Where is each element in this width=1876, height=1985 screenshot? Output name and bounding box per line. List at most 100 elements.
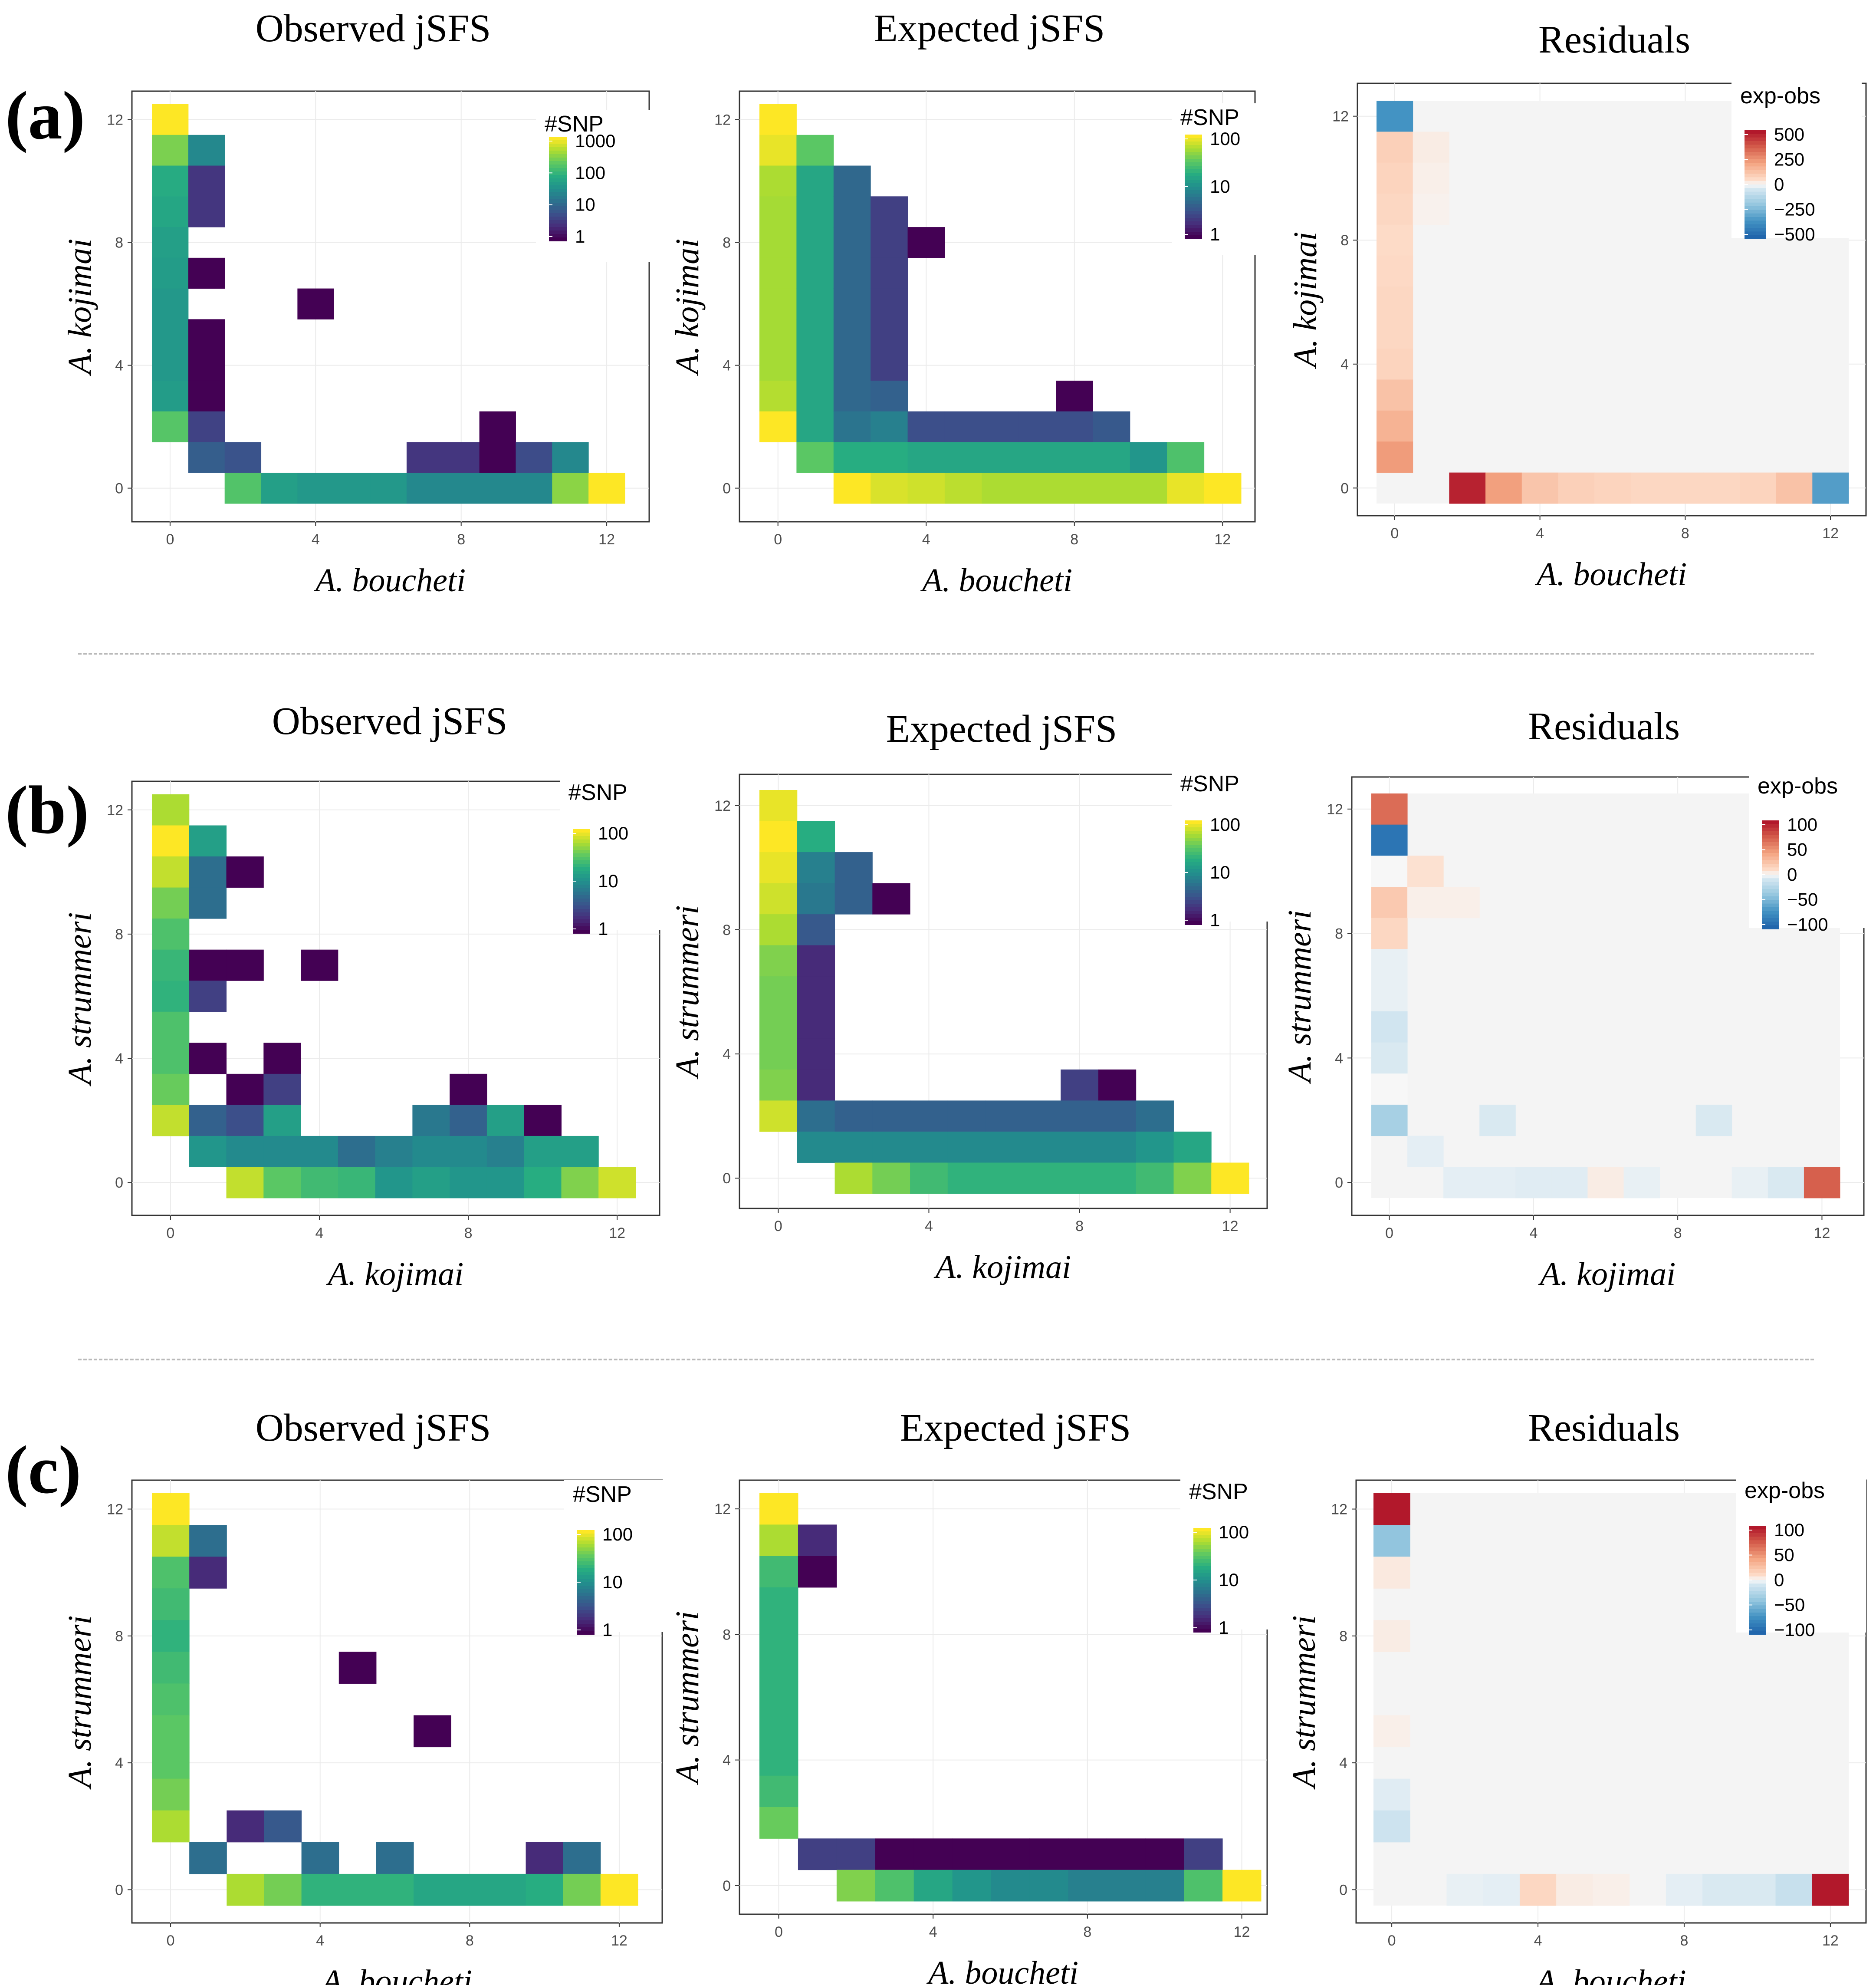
a-expected-cell (796, 227, 834, 258)
b-residuals-legend-colorbar-segment (1762, 867, 1779, 872)
b-expected-cell (1173, 1162, 1212, 1194)
c-observed-legend-colorbar-segment (577, 1561, 595, 1565)
a-observed-legend-colorbar-segment (549, 206, 567, 210)
b-observed-legend-tick-label: 10 (598, 871, 618, 891)
c-expected-y-tick-label: 12 (714, 1501, 731, 1518)
a-observed-cell (334, 473, 371, 504)
a-observed-cell (152, 104, 189, 135)
a-residuals-legend-colorbar-segment (1745, 191, 1766, 196)
a-residuals-legend-colorbar-segment (1745, 137, 1766, 142)
b-residuals-legend-colorbar-segment (1762, 914, 1779, 918)
b-residuals-legend-colorbar-segment (1762, 820, 1779, 825)
a-expected-legend-tick-label: 10 (1210, 176, 1230, 197)
c-observed-legend-colorbar-segment (577, 1565, 595, 1569)
b-observed-cell (412, 1167, 450, 1198)
c-expected-cell (1145, 1838, 1184, 1870)
c-observed-legend-colorbar-segment (577, 1603, 595, 1607)
a-observed-cell (152, 380, 189, 412)
a-observed-legend-colorbar-segment (549, 161, 567, 165)
c-expected-cell (913, 1838, 953, 1870)
a-expected-legend-colorbar-segment (1185, 201, 1202, 204)
b-observed-cell (189, 1136, 227, 1167)
c-residuals-legend-colorbar-segment (1749, 1620, 1766, 1624)
b-expected-cell (797, 945, 835, 977)
b-expected-legend-colorbar-segment (1185, 827, 1202, 831)
a-residuals-cell (1630, 472, 1668, 504)
b-residuals-legend-colorbar-segment (1762, 882, 1779, 886)
b-expected-cell (872, 883, 910, 915)
c-observed-legend-colorbar-segment (577, 1589, 595, 1593)
c-observed-cell (152, 1715, 190, 1748)
a-residuals-cell (1377, 224, 1413, 256)
c-residuals-legend-tick-label: 0 (1774, 1570, 1784, 1590)
a-observed-legend-colorbar-segment (549, 178, 567, 182)
a-expected-cell (871, 196, 908, 227)
a-expected-y-tick-label: 0 (723, 481, 731, 497)
c-observed-legend-title: #SNP (573, 1482, 632, 1507)
a-residuals-cell (1377, 132, 1413, 163)
b-residuals-legend-tick-label: −100 (1787, 914, 1828, 935)
a-observed-legend-colorbar-segment (549, 168, 567, 172)
b-observed-cell (152, 918, 190, 950)
b-observed-cell (189, 1043, 227, 1074)
a-observed-cell (406, 442, 444, 473)
c-observed-x-tick-label: 8 (466, 1932, 474, 1949)
a-observed-cell (443, 442, 480, 473)
b-observed-legend-colorbar-segment (573, 878, 590, 882)
b-expected-cell (797, 883, 835, 915)
b-residuals-legend-colorbar-segment (1762, 903, 1779, 908)
a-residuals-x-tick-label: 4 (1536, 525, 1544, 542)
a-residuals-legend-colorbar-segment (1745, 221, 1766, 225)
a-expected-cell (944, 442, 982, 473)
c-observed-cell (563, 1842, 601, 1874)
a-expected-cell (833, 350, 871, 381)
a-expected-x-tick-label: 4 (922, 531, 930, 548)
a-expected-cell (1093, 442, 1130, 473)
b-observed-cell (189, 981, 227, 1012)
c-expected-cell (836, 1870, 876, 1902)
a-residuals-cell (1377, 162, 1413, 194)
c-observed-cell (152, 1493, 190, 1525)
b-observed-cell (375, 1167, 413, 1198)
a-observed-cell (152, 411, 189, 442)
c-expected-legend-colorbar-segment (1193, 1629, 1211, 1633)
b-residuals-legend-colorbar-segment (1762, 856, 1779, 861)
a-residuals-legend-colorbar-segment (1745, 134, 1766, 138)
b-observed-legend-colorbar-segment (573, 912, 590, 916)
a-residuals-y-tick-label: 4 (1340, 356, 1349, 373)
a-observed-cell (297, 473, 334, 504)
a-observed-cell (152, 319, 189, 350)
c-expected-cell (759, 1650, 798, 1682)
b-observed-legend-title: #SNP (568, 780, 628, 805)
c-expected-cell (836, 1838, 876, 1870)
b-residuals-y-tick-label: 0 (1335, 1175, 1343, 1191)
b-expected-legend-colorbar-segment (1185, 897, 1202, 901)
b-expected-cell (872, 1162, 910, 1194)
a-expected-cell (982, 442, 1019, 473)
title-b-observed: Observed jSFS (272, 700, 508, 743)
c-observed-cell (189, 1842, 227, 1874)
c-residuals-legend-colorbar-segment (1749, 1573, 1766, 1577)
a-expected-cell (796, 196, 834, 227)
b-observed-legend-colorbar-segment (573, 860, 590, 864)
b-residuals-cell (1731, 1167, 1768, 1198)
b-residuals-cell (1371, 824, 1408, 856)
b-observed-cell (189, 825, 227, 857)
b-residuals-y-tick-label: 8 (1335, 926, 1343, 942)
a-residuals-cell (1521, 472, 1558, 504)
b-observed-cell (152, 1043, 190, 1074)
c-residuals-legend-colorbar-segment (1749, 1623, 1766, 1628)
a-expected-cell (1018, 411, 1056, 442)
a-expected-cell (1056, 411, 1093, 442)
a-residuals-legend-colorbar-segment (1745, 174, 1766, 178)
title-a-residuals: Residuals (1538, 18, 1690, 61)
b-observed-cell (263, 1105, 301, 1136)
b-observed-x-axis-label: A. kojimai (326, 1256, 463, 1292)
a-residuals-legend-colorbar-segment (1745, 195, 1766, 200)
b-expected-cell (1061, 1100, 1099, 1132)
b-observed-legend-colorbar-segment (573, 843, 590, 847)
a-expected-legend-colorbar-segment (1185, 211, 1202, 215)
c-residuals-legend-colorbar-segment (1749, 1569, 1766, 1574)
c-expected-legend-colorbar-segment (1193, 1597, 1211, 1601)
c-residuals-legend-colorbar-segment (1749, 1613, 1766, 1617)
